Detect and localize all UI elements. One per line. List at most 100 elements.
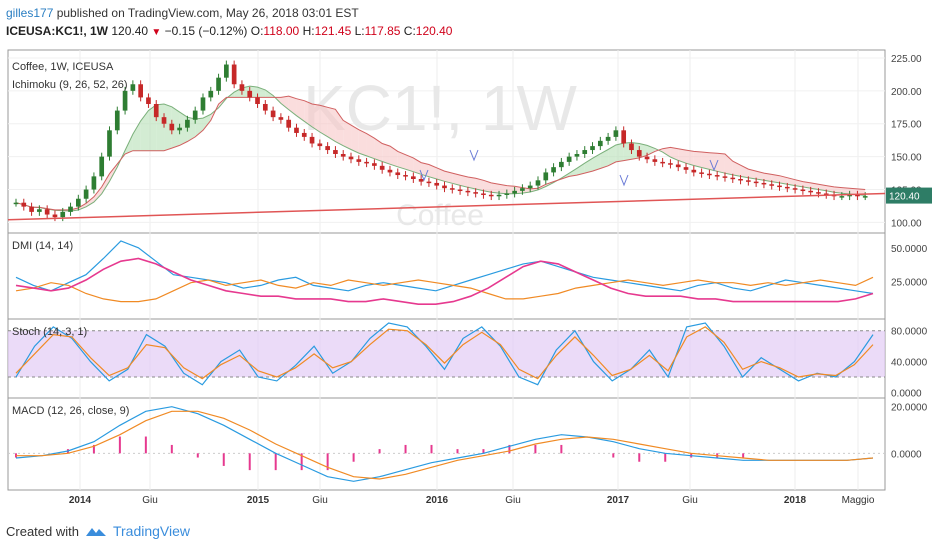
price-tick-label: 175.00 bbox=[891, 120, 922, 131]
open-label: O: bbox=[250, 24, 264, 38]
candle-body bbox=[185, 119, 190, 128]
candle-body bbox=[465, 190, 471, 193]
x-tick-label: Maggio bbox=[842, 495, 875, 506]
kumo-cloud-segment bbox=[763, 173, 772, 182]
candle-body bbox=[481, 193, 486, 195]
kumo-cloud-segment bbox=[304, 100, 313, 127]
candle-body bbox=[457, 189, 463, 192]
publish-line: gilles177 published on TradingView.com, … bbox=[6, 6, 359, 20]
candle-body bbox=[44, 209, 50, 215]
candle-body bbox=[746, 180, 751, 182]
last-price-tag bbox=[886, 187, 932, 204]
candle-body bbox=[722, 176, 728, 178]
candle-body bbox=[153, 104, 159, 118]
kumo-cloud-segment bbox=[756, 171, 764, 181]
kumo-cloud-segment bbox=[351, 125, 359, 154]
candle-body bbox=[730, 177, 736, 180]
indicator-tick-label: 25.0000 bbox=[891, 277, 928, 288]
kumo-cloud-segment bbox=[724, 154, 733, 175]
watermark-name: Coffee bbox=[396, 199, 484, 232]
kumo-cloud-segment bbox=[132, 120, 141, 151]
price-pane-title: Coffee, 1W, ICEUSA bbox=[12, 61, 114, 73]
author-link[interactable]: gilles177 bbox=[6, 6, 54, 20]
candle-body bbox=[543, 172, 549, 181]
series-line-signal bbox=[16, 410, 874, 480]
kumo-cloud-segment bbox=[748, 169, 757, 179]
candle-body bbox=[99, 156, 105, 177]
candle-body bbox=[286, 119, 292, 128]
candle-body bbox=[621, 130, 627, 144]
candle-body bbox=[270, 110, 276, 118]
candle-body bbox=[660, 161, 665, 164]
candle-body bbox=[169, 123, 175, 131]
kumo-cloud-segment bbox=[826, 185, 835, 193]
indicator-tick-label: 80.0000 bbox=[891, 327, 928, 338]
candle-body bbox=[262, 104, 268, 111]
candle-body bbox=[597, 140, 603, 147]
candle-body bbox=[800, 189, 806, 192]
kumo-cloud-segment bbox=[467, 177, 476, 189]
series-line-adx bbox=[15, 257, 874, 305]
indicator-pane-title: MACD (12, 26, close, 9) bbox=[12, 405, 129, 417]
candle-body bbox=[504, 193, 510, 195]
candle-body bbox=[200, 97, 206, 111]
kumo-cloud-segment bbox=[600, 149, 609, 169]
open-value: 118.00 bbox=[263, 24, 300, 38]
kumo-cloud-segment bbox=[576, 163, 585, 176]
candle-body bbox=[629, 143, 634, 151]
candle-body bbox=[442, 185, 447, 189]
ichimoku-legend: Ichimoku (9, 26, 52, 26) bbox=[12, 79, 128, 91]
candle-body bbox=[784, 186, 790, 189]
kumo-cloud-segment bbox=[802, 181, 811, 189]
down-arrow-icon: ▼ bbox=[151, 27, 162, 38]
annotation-arrow-icon bbox=[709, 159, 719, 172]
candle-body bbox=[527, 185, 533, 189]
candle-body bbox=[107, 130, 112, 157]
candle-body bbox=[613, 130, 619, 137]
candle-body bbox=[146, 97, 151, 104]
kumo-cloud-segment bbox=[841, 187, 850, 195]
candle-body bbox=[403, 175, 408, 177]
senkou-span-b-line bbox=[15, 95, 866, 211]
x-tick-label: Giu bbox=[142, 495, 158, 506]
price-change: −0.15 (−0.12%) bbox=[164, 24, 248, 38]
candle-body bbox=[29, 206, 34, 212]
kumo-cloud-segment bbox=[670, 147, 679, 161]
kumo-cloud-segment bbox=[389, 146, 398, 167]
created-with-text: Created with bbox=[6, 523, 79, 539]
candle-body bbox=[862, 196, 868, 198]
kumo-cloud-segment bbox=[701, 152, 710, 170]
series-line-d bbox=[15, 326, 874, 380]
candle-body bbox=[333, 150, 338, 154]
candle-body bbox=[325, 146, 330, 151]
candle-body bbox=[449, 188, 455, 190]
indicator-tick-label: 20.0000 bbox=[891, 403, 928, 414]
candle-body bbox=[816, 192, 821, 194]
candle-body bbox=[91, 176, 97, 190]
indicator-tick-label: 40.0000 bbox=[891, 358, 928, 369]
candle-body bbox=[426, 181, 432, 184]
low-label: L: bbox=[354, 24, 365, 38]
candle-body bbox=[753, 181, 759, 184]
annotation-arrow-icon bbox=[419, 169, 429, 182]
candle-body bbox=[21, 202, 27, 207]
kumo-cloud-segment bbox=[686, 150, 694, 166]
tradingview-brand[interactable]: TradingView bbox=[112, 523, 191, 539]
candle-body bbox=[839, 196, 845, 198]
candle-body bbox=[496, 194, 502, 197]
kumo-cloud-segment bbox=[592, 153, 601, 172]
candle-body bbox=[138, 84, 143, 98]
kumo-cloud-segment bbox=[312, 104, 320, 133]
kumo-cloud-segment bbox=[569, 168, 577, 177]
kumo-cloud-segment bbox=[717, 153, 725, 174]
candle-body bbox=[340, 154, 346, 157]
candle-body bbox=[177, 127, 182, 131]
candle-body bbox=[777, 185, 782, 188]
symbol-name: ICEUSA:KC1!, 1W bbox=[6, 24, 109, 38]
support-trendline bbox=[7, 192, 886, 221]
candle-body bbox=[418, 179, 424, 182]
candle-body bbox=[714, 175, 720, 177]
kumo-cloud-segment bbox=[280, 96, 289, 110]
candle-body bbox=[644, 156, 650, 160]
